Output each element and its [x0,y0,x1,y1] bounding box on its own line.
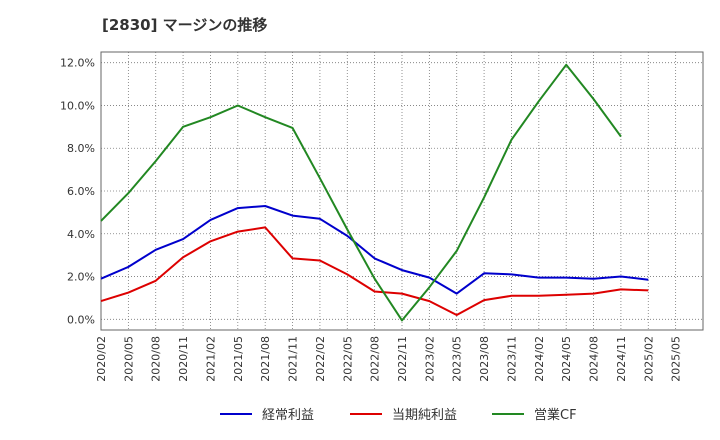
x-tick-label: 2022/05 [341,336,354,382]
x-tick-label: 2020/08 [150,336,163,382]
x-tick-label: 2023/02 [423,336,436,382]
x-tick-label: 2025/02 [642,336,655,382]
x-tick-label: 2022/08 [369,336,382,382]
x-tick-label: 2024/02 [533,336,546,382]
x-tick-label: 2022/11 [396,336,409,382]
x-tick-label: 2021/02 [204,336,217,382]
y-tick-label: 10.0% [60,99,95,112]
y-tick-label: 6.0% [67,185,95,198]
x-tick-label: 2023/08 [478,336,491,382]
legend-label: 当期純利益 [392,408,457,423]
x-tick-label: 2020/05 [122,336,135,382]
plot-frame [100,51,704,331]
series-line [100,63,622,322]
series-line [100,226,649,316]
legend-label: 営業CF [534,407,577,423]
x-tick-label: 2021/11 [287,336,300,382]
x-axis-ticks: 2020/02 2020/05 2020/08 2020/11 2021/02 2021/… [95,336,683,382]
x-tick-label: 2024/11 [615,336,628,382]
chart-title: [2830] マージンの推移 [102,16,268,34]
x-tick-label: 2021/08 [259,336,272,382]
grid [101,52,703,330]
y-tick-label: 0.0% [67,313,95,326]
x-tick-label: 2024/05 [560,336,573,382]
y-tick-label: 8.0% [67,142,95,155]
legend-label: 経常利益 [262,408,314,423]
x-tick-label: 2024/08 [588,336,601,382]
series-lines [100,63,649,322]
x-tick-label: 2021/05 [232,336,245,382]
x-tick-label: 2023/11 [505,336,518,382]
y-tick-label: 4.0% [67,228,95,241]
x-tick-label: 2025/05 [670,336,683,382]
x-tick-label: 2022/02 [314,336,327,382]
y-tick-label: 2.0% [67,271,95,284]
legend: 経常利益 当期純利益 営業CF [220,407,577,423]
x-tick-label: 2020/11 [177,336,190,382]
x-tick-label: 2023/05 [451,336,464,382]
y-tick-label: 12.0% [60,57,95,70]
y-axis-ticks: 0.0% 2.0% 4.0% 6.0% 8.0% 10.0% 12.0% [60,57,95,327]
x-tick-label: 2020/02 [95,336,108,382]
series-line [100,205,649,295]
